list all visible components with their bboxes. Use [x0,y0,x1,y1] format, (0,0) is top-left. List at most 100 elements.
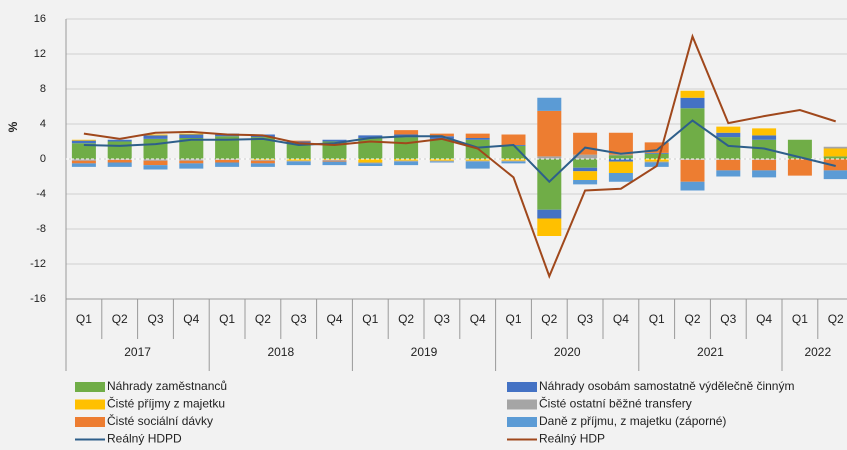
x-tick-label: Q3 [147,312,163,326]
legend-swatch [507,382,537,392]
bar-segment [250,137,275,159]
bar-segment [107,159,132,163]
legend-label: Náhrady zaměstnanců [107,379,227,393]
y-axis-label: % [6,121,20,132]
bar-segment [501,145,526,159]
y-tick-label: -12 [30,258,46,270]
bar-segment [429,133,454,137]
y-tick-label: 8 [40,83,46,95]
legend-swatch [507,399,537,410]
bar-segment [465,161,490,169]
bar-segment [107,159,132,160]
bar-segment [644,153,669,159]
bar-segment [716,132,741,138]
x-tick-label: Q3 [577,312,593,326]
bar-segment [286,160,311,162]
bar-segment [573,159,598,168]
bar-segment [215,159,240,163]
x-tick-label: Q2 [112,312,128,326]
bar-segment [250,159,275,161]
bar-segment [143,160,168,166]
bar-segment [429,159,454,161]
y-tick-label: 0 [40,153,46,165]
x-tick-label: Q2 [541,312,557,326]
bar-segment [429,161,454,163]
bar-segment [680,159,705,182]
x-tick-label: Q2 [684,312,700,326]
bar-segment [573,154,598,159]
bar-segment [394,137,419,159]
bar-segment [752,159,777,160]
bar-segment [286,161,311,166]
legend-label: Reálný HDPD [107,432,182,446]
x-tick-label: Q4 [183,312,199,326]
x-tick-label: Q4 [756,312,772,326]
y-tick-label: 4 [40,118,46,130]
bar-segment [465,159,490,161]
bar-segment [179,159,204,161]
bar-segment [501,134,526,145]
x-tick-label: Q1 [792,312,808,326]
x-tick-label: Q1 [76,312,92,326]
bar-segment [71,159,96,161]
bar-segment [358,138,383,159]
bar-segment [680,90,705,98]
year-label: 2021 [697,345,724,359]
bar-segment [394,160,419,162]
x-tick-label: Q1 [219,312,235,326]
bar-segment [107,141,132,159]
bar-segment [143,135,168,139]
bar-segment [644,152,669,154]
bar-segment [250,160,275,164]
bar-segment [394,161,419,166]
legend-swatch [75,382,105,392]
bar-segment [179,133,204,135]
bar-segment [680,97,705,109]
x-tick-label: Q1 [649,312,665,326]
bar-segment [71,143,96,159]
bar-segment [71,139,96,141]
bar-segment [107,162,132,167]
bar-segment [823,159,847,171]
bar-segment [286,159,311,161]
bar-segment [71,160,96,164]
x-tick-label: Q1 [505,312,521,326]
bar-segment [752,159,777,171]
bar-segment [537,159,562,210]
bar-segment [322,161,347,166]
bar-segment [465,133,490,138]
bar-segment [823,170,847,180]
bar-segment [787,139,812,159]
bar-segment [429,136,454,139]
y-tick-label: -16 [30,293,46,305]
legend-label: Čisté sociální dávky [107,413,213,428]
legend-label: Čisté příjmy z majetku [107,396,225,411]
legend-label: Náhrady osobám samostatně výdělečně činn… [539,379,794,393]
legend-swatch [507,417,537,427]
bar-segment [143,138,168,159]
bar-segment [823,156,847,159]
bar-segment [644,142,669,153]
bar-segment [286,140,311,142]
bar-segment [322,139,347,142]
bar-segment [537,218,562,236]
bar-segment [429,160,454,162]
bar-segment [537,110,562,157]
bar-segment [322,141,347,159]
bar-segment [179,163,204,169]
bar-segment [215,162,240,167]
y-tick-label: -4 [36,188,46,200]
bar-segment [752,128,777,136]
bar-segment [573,171,598,180]
bar-segment [537,97,562,111]
bar-segment [143,165,168,170]
bar-segment [537,156,562,159]
bar-segment [573,167,598,172]
bar-segment [394,130,419,135]
bar-segment [716,170,741,177]
bar-segment [608,161,633,173]
bar-segment [501,159,526,161]
y-tick-label: 16 [34,13,46,25]
